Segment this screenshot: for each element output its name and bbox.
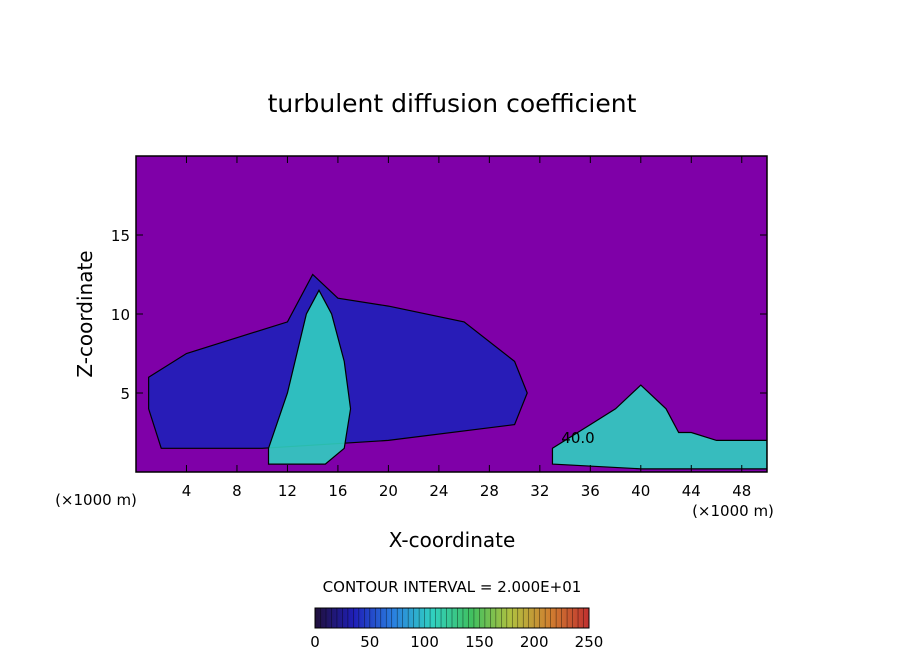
cloud-regions: [148, 273, 767, 470]
x-tick-label: 40: [631, 482, 650, 500]
x-axis-ticks: 4 8 12 16 20 24 28 32 36 40 44 48: [182, 156, 751, 500]
colorbar-ticks: 0 50 100 150 200 250: [310, 633, 603, 651]
y-tick-label: 15: [111, 227, 130, 245]
x-tick-label: 36: [581, 482, 600, 500]
plot-area: [136, 156, 767, 472]
chart-title: turbulent diffusion coefficient: [268, 89, 637, 118]
x-axis-unit-right: (×1000 m): [692, 502, 774, 520]
colorbar-tick-label: 150: [465, 633, 494, 651]
x-tick-label: 44: [682, 482, 701, 500]
x-tick-label: 4: [182, 482, 192, 500]
x-axis-unit-left: (×1000 m): [55, 491, 137, 509]
x-tick-label: 16: [328, 482, 347, 500]
x-tick-label: 8: [232, 482, 242, 500]
y-tick-label: 10: [111, 306, 130, 324]
x-axis-label: X-coordinate: [389, 528, 516, 552]
colorbar-tick-label: 0: [310, 633, 320, 651]
colorbar-stripes: [320, 608, 584, 628]
contour-interval-text: CONTOUR INTERVAL = 2.000E+01: [323, 578, 582, 596]
x-tick-label: 12: [278, 482, 297, 500]
y-axis-ticks: 5 10 15: [111, 227, 767, 403]
x-tick-label: 32: [530, 482, 549, 500]
y-tick-label: 5: [120, 385, 130, 403]
x-tick-label: 24: [429, 482, 448, 500]
colorbar-tick-label: 250: [575, 633, 604, 651]
x-tick-label: 20: [379, 482, 398, 500]
x-tick-label: 48: [732, 482, 751, 500]
region-updraft-core: [267, 289, 352, 465]
colorbar-tick-label: 50: [360, 633, 379, 651]
colorbar-tick-label: 200: [520, 633, 549, 651]
contour-label: 40.0: [561, 429, 594, 447]
y-axis-label: Z-coordinate: [73, 250, 97, 377]
colorbar-tick-label: 100: [410, 633, 439, 651]
x-tick-label: 28: [480, 482, 499, 500]
